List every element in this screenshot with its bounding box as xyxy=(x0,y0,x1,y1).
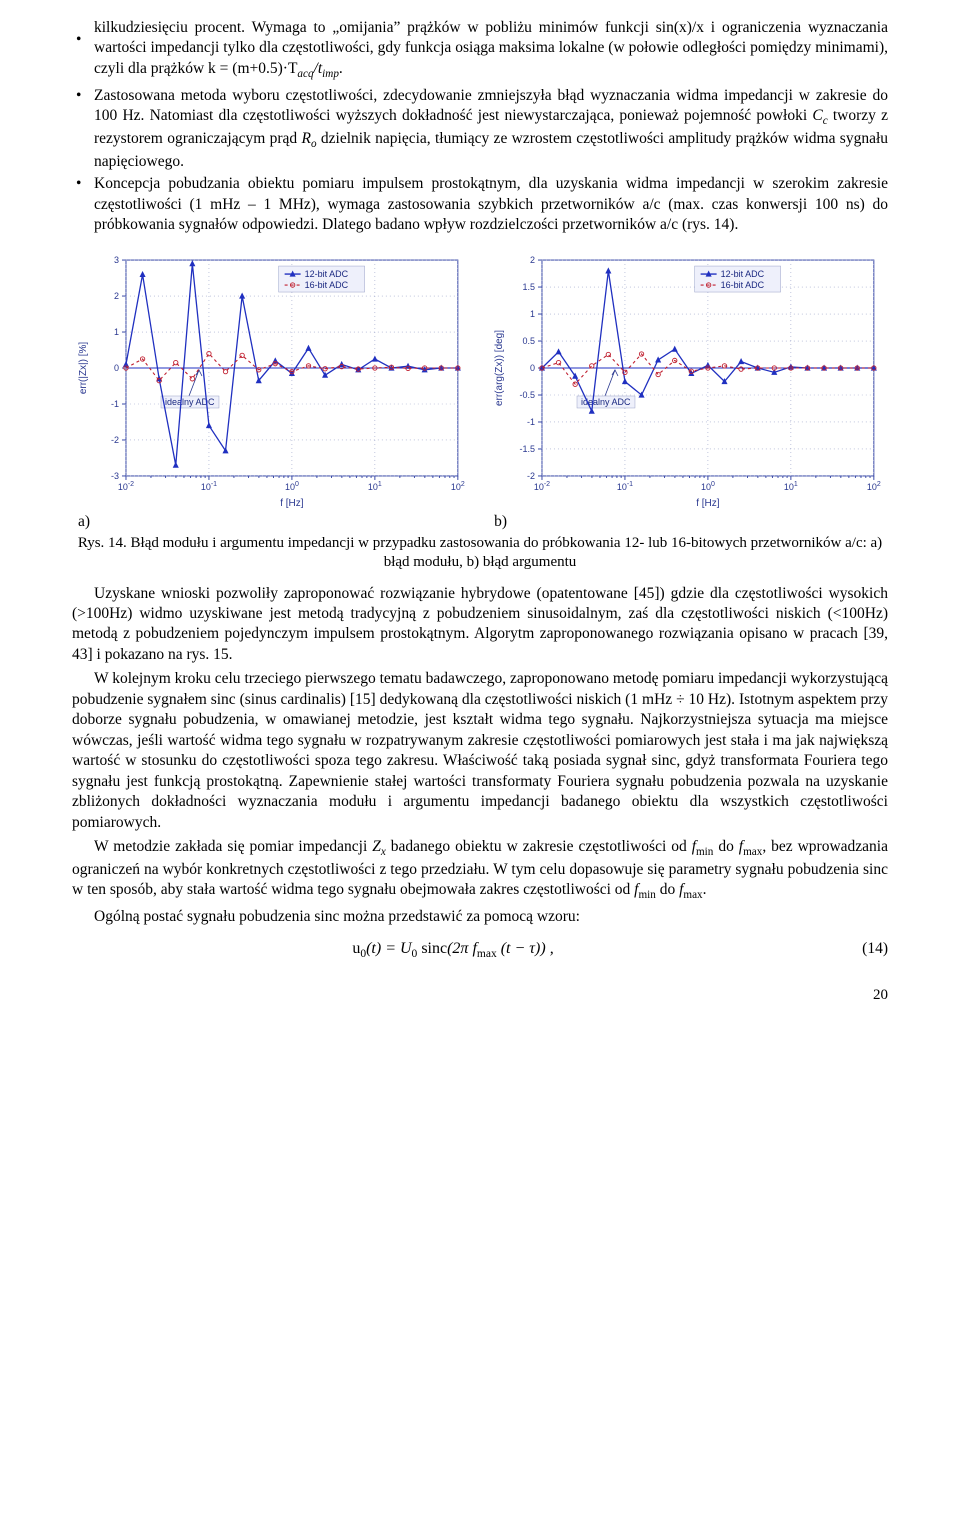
equation-body: u0(t) = U0 sinc(2π fmax (t − τ)) , xyxy=(72,938,834,962)
svg-text:-1: -1 xyxy=(527,417,535,427)
p3-b: badanego obiektu w zakresie częstotliwoś… xyxy=(386,838,692,855)
lead-in-main: kilkudziesięciu procent. Wymaga to „omij… xyxy=(94,19,888,77)
p3-c: do xyxy=(713,838,738,855)
svg-text:-2: -2 xyxy=(111,435,119,445)
svg-text:3: 3 xyxy=(114,255,119,265)
svg-text:-3: -3 xyxy=(111,471,119,481)
svg-text:16-bit ADC: 16-bit ADC xyxy=(721,280,765,290)
svg-text:2: 2 xyxy=(114,291,119,301)
svg-text:0: 0 xyxy=(530,363,535,373)
p3-fmin-sub: min xyxy=(696,846,713,858)
equation-number: (14) xyxy=(834,939,888,959)
page-number: 20 xyxy=(72,986,888,1006)
svg-text:10-1: 10-1 xyxy=(617,481,633,492)
p3-zx: Z xyxy=(372,838,381,855)
svg-text:2: 2 xyxy=(530,255,535,265)
equation-14: u0(t) = U0 sinc(2π fmax (t − τ)) , (14) xyxy=(72,938,888,962)
bullet2-ro: R xyxy=(302,130,311,147)
svg-text:0: 0 xyxy=(114,363,119,373)
paragraph-3: W metodzie zakłada się pomiar impedancji… xyxy=(72,837,888,903)
svg-text:-0.5: -0.5 xyxy=(520,390,535,400)
svg-text:-1.5: -1.5 xyxy=(520,444,535,454)
svg-text:100: 100 xyxy=(701,481,715,492)
figure-panel-b: -2 -1.5 -1 -0.5 0 0.5 1 1.5 2 10-2 10-1 100 101 102 f … xyxy=(488,250,888,532)
bullet-item-3: Koncepcja pobudzania obiektu pomiaru imp… xyxy=(72,174,888,235)
lead-in-sub1: acq xyxy=(297,68,313,80)
paragraph-4: Ogólną postać sygnału pobudzenia sinc mo… xyxy=(72,907,888,927)
bullet2-a: Zastosowana metoda wyboru częstotliwości… xyxy=(94,87,888,124)
p3-a: W metodzie zakłada się pomiar impedancji xyxy=(94,838,372,855)
figure-row: -3-2-1012310-210-1100101102f [Hz]err(|Zx… xyxy=(72,250,888,532)
svg-text:1.5: 1.5 xyxy=(523,282,536,292)
svg-text:f [Hz]: f [Hz] xyxy=(696,498,720,509)
p3-fmin2-sub: min xyxy=(638,889,655,901)
svg-text:16-bit ADC: 16-bit ADC xyxy=(305,280,349,290)
figure-letter-a: a) xyxy=(72,510,472,532)
svg-text:12-bit ADC: 12-bit ADC xyxy=(721,269,765,279)
svg-text:err(arg(Zx)) [deg]: err(arg(Zx)) [deg] xyxy=(494,329,505,405)
p3-fmax-sub: max xyxy=(743,846,762,858)
figure-caption: Rys. 14. Błąd modułu i argumentu impedan… xyxy=(72,534,888,572)
svg-text:100: 100 xyxy=(285,481,299,492)
svg-text:-1: -1 xyxy=(111,399,119,409)
chart-b: -2 -1.5 -1 -0.5 0 0.5 1 1.5 2 10-2 10-1 100 101 102 f … xyxy=(488,250,888,510)
paragraph-2: W kolejnym kroku celu trzeciego pierwsze… xyxy=(72,669,888,833)
lead-in-text: kilkudziesięciu procent. Wymaga to „omij… xyxy=(72,18,888,82)
svg-text:0.5: 0.5 xyxy=(523,336,536,346)
p3-fmax2-sub: max xyxy=(683,889,702,901)
bullet2-cc: C xyxy=(812,107,822,124)
paragraph-1: Uzyskane wnioski pozwoliły zaproponować … xyxy=(72,584,888,666)
svg-text:1: 1 xyxy=(114,327,119,337)
bullet-item-2: Zastosowana metoda wyboru częstotliwości… xyxy=(72,86,888,173)
svg-text:err(|Zx|) [%]: err(|Zx|) [%] xyxy=(78,341,89,394)
svg-text:10-2: 10-2 xyxy=(534,481,550,492)
svg-text:10-2: 10-2 xyxy=(118,481,134,492)
svg-text:12-bit ADC: 12-bit ADC xyxy=(305,269,349,279)
svg-text:101: 101 xyxy=(368,481,382,492)
bullet-list-main: Zastosowana metoda wyboru częstotliwości… xyxy=(72,86,888,236)
figure-letter-b: b) xyxy=(488,510,888,532)
bullet3-text: Koncepcja pobudzania obiektu pomiaru imp… xyxy=(94,175,888,233)
svg-text:102: 102 xyxy=(451,481,465,492)
svg-text:-2: -2 xyxy=(527,471,535,481)
lead-in-end: . xyxy=(339,60,343,77)
svg-text:102: 102 xyxy=(867,481,881,492)
chart-a: -3 -2 -1 0 1 2 3 10-2 10-1 100 101 102 f [Hz] err(|Zx… xyxy=(72,250,472,510)
lead-in-sub2: imp xyxy=(322,68,339,80)
svg-text:10-1: 10-1 xyxy=(201,481,217,492)
p3-e: do xyxy=(656,881,679,898)
svg-text:101: 101 xyxy=(784,481,798,492)
svg-text:f [Hz]: f [Hz] xyxy=(280,498,304,509)
svg-text:1: 1 xyxy=(530,309,535,319)
figure-panel-a: -3 -2 -1 0 1 2 3 10-2 10-1 100 101 102 f [Hz] err(|Zx… xyxy=(72,250,472,532)
lead-in-tail: /t xyxy=(314,60,323,77)
p3-f: . xyxy=(703,881,707,898)
